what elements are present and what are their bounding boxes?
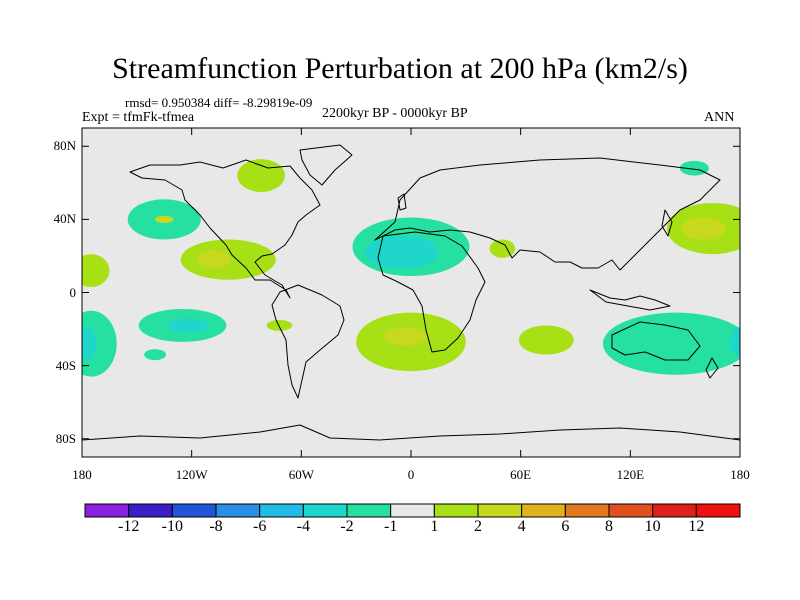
lon-label-60e: 60E	[510, 467, 532, 482]
lon-label-120e: 120E	[616, 467, 645, 482]
lon-label-0: 0	[407, 467, 415, 482]
colorbar-box	[346, 503, 392, 518]
colorbar-box	[564, 503, 610, 518]
subtitle-label: 2200kyr BP - 0000kyr BP	[322, 106, 468, 121]
lon-label-120w: 120W	[175, 467, 208, 482]
lon-label-180e: 180	[730, 467, 750, 482]
colorbar-label: 8	[605, 518, 613, 535]
season-label: ANN	[704, 110, 735, 125]
stats-label: rmsd= 0.950384 diff= -8.29819e-09	[125, 95, 313, 110]
colorbar-box	[128, 503, 173, 518]
anomaly-region	[237, 159, 285, 192]
anomaly-region	[155, 215, 174, 224]
coast-japan	[661, 209, 673, 237]
anomaly-region	[729, 327, 740, 357]
colorbar-label: 6	[561, 518, 570, 535]
colorbar-label: -10	[161, 518, 183, 535]
colorbar-label: -2	[340, 518, 354, 535]
coast-indonesia	[589, 289, 671, 311]
coast-north-america	[129, 159, 321, 299]
colorbar-label: 2	[474, 518, 482, 535]
coast-uk	[397, 193, 407, 211]
colorbar-box	[302, 503, 348, 518]
colorbar-box	[608, 503, 654, 518]
experiment-label: Expt = tfmFk-tfmea	[82, 110, 195, 125]
colorbar-box	[521, 503, 566, 518]
colorbar-label: -8	[209, 518, 223, 535]
anomaly-region	[365, 235, 439, 269]
anomaly-region	[602, 312, 740, 375]
coast-antarctica	[82, 424, 740, 441]
lat-label-0: 0	[69, 284, 77, 300]
colorbar	[84, 503, 741, 518]
anomaly-region	[197, 250, 231, 269]
colorbar-label: 1	[430, 518, 439, 535]
coastlines	[82, 144, 740, 441]
colorbar-label: 10	[644, 518, 661, 535]
colorbar-label: -4	[296, 518, 310, 535]
colorbar-box	[477, 503, 523, 518]
colorbar-box	[390, 503, 435, 518]
colorbar-box	[433, 503, 479, 518]
colorbar-box	[215, 503, 261, 518]
anomaly-region	[383, 327, 428, 346]
anomaly-region	[82, 327, 97, 361]
lat-label-80n: 80N	[53, 138, 76, 154]
anomaly-region	[679, 160, 709, 176]
lon-label-60w: 60W	[288, 467, 314, 482]
colorbar-box	[695, 503, 741, 518]
colorbar-box	[652, 503, 697, 518]
coast-eurasia	[374, 157, 721, 271]
anomaly-region	[489, 239, 516, 258]
anomaly-region	[266, 319, 293, 331]
axis-ticks	[81, 128, 741, 457]
colorbar-label: 4	[517, 518, 526, 535]
lat-label-40s: 40S	[55, 357, 76, 373]
anomaly-region	[167, 318, 209, 333]
lat-label-40n: 40N	[53, 211, 76, 227]
anomaly-region	[82, 310, 117, 377]
coast-africa	[377, 231, 486, 353]
coast-new-zealand	[705, 357, 719, 379]
lat-label-80s: 80S	[55, 430, 76, 446]
anomaly-region	[82, 254, 110, 288]
colorbar-label: -6	[252, 518, 267, 535]
colorbar-label: -1	[383, 518, 398, 535]
colorbar-box	[259, 503, 304, 518]
colorbar-box	[171, 503, 217, 518]
colorbar-label: 12	[688, 518, 705, 535]
anomaly-region	[681, 217, 726, 240]
lon-label-180w: 180	[72, 467, 92, 482]
colorbar-box	[84, 503, 130, 518]
coast-south-america	[271, 284, 345, 399]
anomaly-region	[518, 325, 574, 355]
coast-australia	[611, 321, 701, 361]
coast-greenland	[299, 144, 353, 186]
anomaly-region	[144, 349, 167, 361]
map-background	[82, 128, 740, 457]
plot-title: Streamfunction Perturbation at 200 hPa (…	[112, 52, 688, 85]
colorbar-label: -12	[117, 518, 140, 535]
